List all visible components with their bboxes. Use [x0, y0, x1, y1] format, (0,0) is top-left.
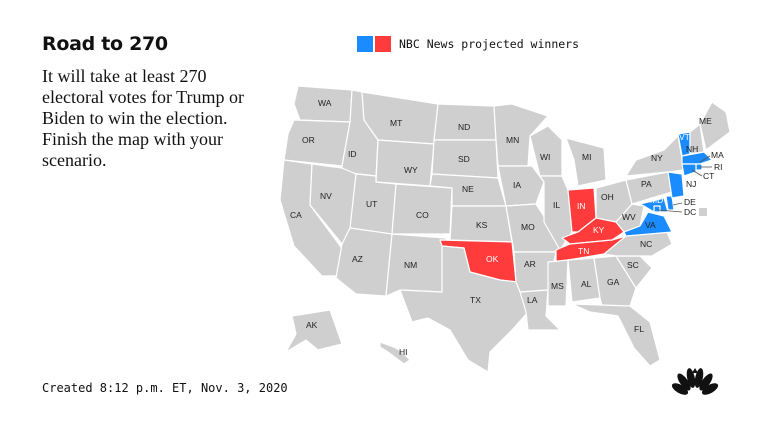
state-md[interactable]	[639, 197, 669, 213]
label-co: CO	[416, 210, 429, 220]
state-mn[interactable]	[493, 103, 549, 167]
label-in: IN	[577, 201, 586, 211]
label-nm: NM	[404, 260, 417, 270]
state-me[interactable]	[699, 101, 731, 151]
label-mt: MT	[390, 118, 402, 128]
label-ar: AR	[524, 259, 536, 269]
label-hi: HI	[399, 347, 408, 357]
state-de[interactable]	[665, 195, 675, 211]
label-il: IL	[553, 200, 560, 210]
legend-dem-swatch	[357, 36, 373, 52]
legend: NBC News projected winners	[357, 36, 579, 52]
state-wy[interactable]	[375, 139, 435, 187]
state-va[interactable]	[623, 211, 673, 237]
label-nd: ND	[458, 122, 470, 132]
label-tx: TX	[470, 295, 481, 305]
label-ks: KS	[476, 220, 488, 230]
label-id: ID	[348, 149, 357, 159]
label-md: MD	[650, 195, 663, 205]
state-az[interactable]	[335, 227, 393, 297]
label-oh: OH	[601, 192, 614, 202]
label-wa: WA	[318, 98, 332, 108]
state-co[interactable]	[391, 183, 453, 235]
state-hi[interactable]	[379, 341, 411, 365]
label-ca: CA	[290, 210, 302, 220]
label-ms: MS	[551, 281, 564, 291]
label-wi: WI	[540, 152, 550, 162]
label-wv: WV	[622, 212, 636, 222]
label-wy: WY	[404, 165, 418, 175]
state-ms[interactable]	[547, 259, 569, 307]
label-vt: VT	[679, 132, 690, 142]
label-sc: SC	[627, 260, 639, 270]
label-nv: NV	[320, 191, 332, 201]
state-tx[interactable]	[399, 245, 529, 373]
state-mi[interactable]	[565, 137, 607, 187]
state-fl[interactable]	[571, 303, 661, 367]
label-or: OR	[302, 135, 315, 145]
label-dc: DC	[684, 207, 696, 217]
label-ok: OK	[486, 254, 499, 264]
state-ma[interactable]	[681, 151, 713, 165]
state-ak[interactable]	[285, 309, 343, 353]
label-ga: GA	[607, 277, 620, 287]
label-nj: NJ	[686, 179, 696, 189]
label-ak: AK	[306, 320, 318, 330]
label-mo: MO	[521, 222, 535, 232]
label-ky: KY	[593, 225, 605, 235]
state-ct[interactable]	[681, 163, 697, 177]
state-dc[interactable]	[653, 205, 661, 213]
label-mi: MI	[582, 152, 591, 162]
created-timestamp: Created 8:12 p.m. ET, Nov. 3, 2020	[42, 381, 288, 395]
state-ia[interactable]	[497, 165, 545, 207]
page-subtitle: It will take at least 270 electoral vote…	[42, 66, 244, 170]
page-title: Road to 270	[42, 33, 168, 55]
legend-label: NBC News projected winners	[399, 37, 580, 51]
label-tn: TN	[578, 246, 589, 256]
label-nc: NC	[640, 239, 652, 249]
label-nh: NH	[686, 144, 698, 154]
label-va: VA	[645, 220, 656, 230]
state-wi[interactable]	[529, 125, 563, 177]
label-ne: NE	[462, 184, 474, 194]
dc-box-icon[interactable]	[699, 208, 707, 216]
label-az: AZ	[352, 254, 363, 264]
label-sd: SD	[458, 154, 470, 164]
leader-lines	[657, 155, 712, 213]
label-al: AL	[581, 279, 592, 289]
label-ia: IA	[513, 180, 521, 190]
state-or[interactable]	[283, 119, 351, 167]
state-nj[interactable]	[667, 171, 685, 199]
label-ny: NY	[651, 153, 663, 163]
label-me: ME	[699, 116, 712, 126]
label-pa: PA	[641, 179, 652, 189]
nbc-peacock-icon	[670, 368, 720, 399]
legend-rep-swatch	[375, 36, 391, 52]
label-la: LA	[527, 295, 538, 305]
label-de: DE	[684, 197, 696, 207]
state-wv[interactable]	[615, 203, 645, 233]
label-ma: MA	[711, 150, 724, 160]
label-fl: FL	[634, 324, 644, 334]
label-mn: MN	[506, 135, 519, 145]
label-ri: RI	[714, 162, 723, 172]
label-ut: UT	[366, 199, 377, 209]
label-ct: CT	[703, 171, 714, 181]
